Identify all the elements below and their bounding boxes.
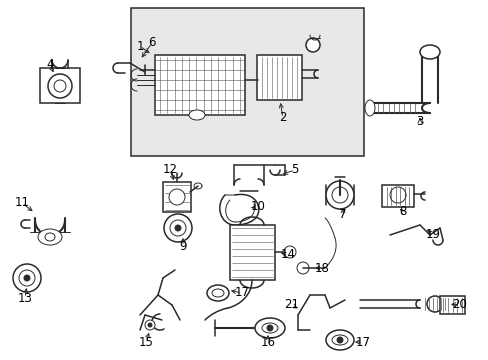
Text: 11: 11 [15,197,29,210]
Bar [229,225,274,280]
Text: 3: 3 [415,116,423,129]
Ellipse shape [254,318,285,338]
Text: 2: 2 [279,112,286,125]
Ellipse shape [331,335,347,345]
Text: 15: 15 [138,336,153,348]
Text: 20: 20 [451,298,467,311]
Bar [257,55,302,100]
Ellipse shape [331,187,347,203]
Ellipse shape [364,100,374,116]
Bar [131,8,363,156]
Ellipse shape [148,323,152,327]
Ellipse shape [336,337,342,343]
Ellipse shape [325,181,353,209]
Text: 12: 12 [162,163,177,176]
Text: 6: 6 [148,36,156,49]
Ellipse shape [19,270,35,286]
Bar [381,185,413,207]
Text: 10: 10 [250,201,265,213]
Bar [155,55,244,115]
Ellipse shape [212,289,224,297]
Text: 7: 7 [339,208,346,221]
Ellipse shape [426,296,442,312]
Text: 21: 21 [284,298,299,311]
Text: 8: 8 [399,206,406,219]
Text: 4: 4 [46,58,54,72]
Ellipse shape [296,262,308,274]
Bar [163,182,191,212]
Ellipse shape [284,246,295,258]
Ellipse shape [175,225,181,231]
Text: 17: 17 [234,287,249,300]
Ellipse shape [169,189,184,205]
Ellipse shape [54,80,66,92]
Ellipse shape [170,220,185,236]
Ellipse shape [189,110,204,120]
Ellipse shape [262,323,278,333]
Ellipse shape [145,320,155,330]
Ellipse shape [266,325,272,331]
Ellipse shape [38,229,62,245]
Text: 1: 1 [136,40,143,53]
Ellipse shape [163,214,192,242]
Text: 19: 19 [425,229,440,242]
Text: 16: 16 [260,336,275,348]
Text: 17: 17 [355,336,370,348]
Text: 9: 9 [179,239,186,252]
Text: 14: 14 [280,248,295,261]
Bar [40,68,80,103]
Ellipse shape [24,275,30,281]
Text: 13: 13 [18,292,32,305]
Ellipse shape [45,233,55,241]
Text: 18: 18 [314,261,329,274]
Ellipse shape [13,264,41,292]
Text: 5: 5 [291,163,298,176]
Ellipse shape [305,38,319,52]
Ellipse shape [325,330,353,350]
Bar [439,296,464,314]
Ellipse shape [419,45,439,59]
Ellipse shape [48,74,72,98]
Ellipse shape [206,285,228,301]
